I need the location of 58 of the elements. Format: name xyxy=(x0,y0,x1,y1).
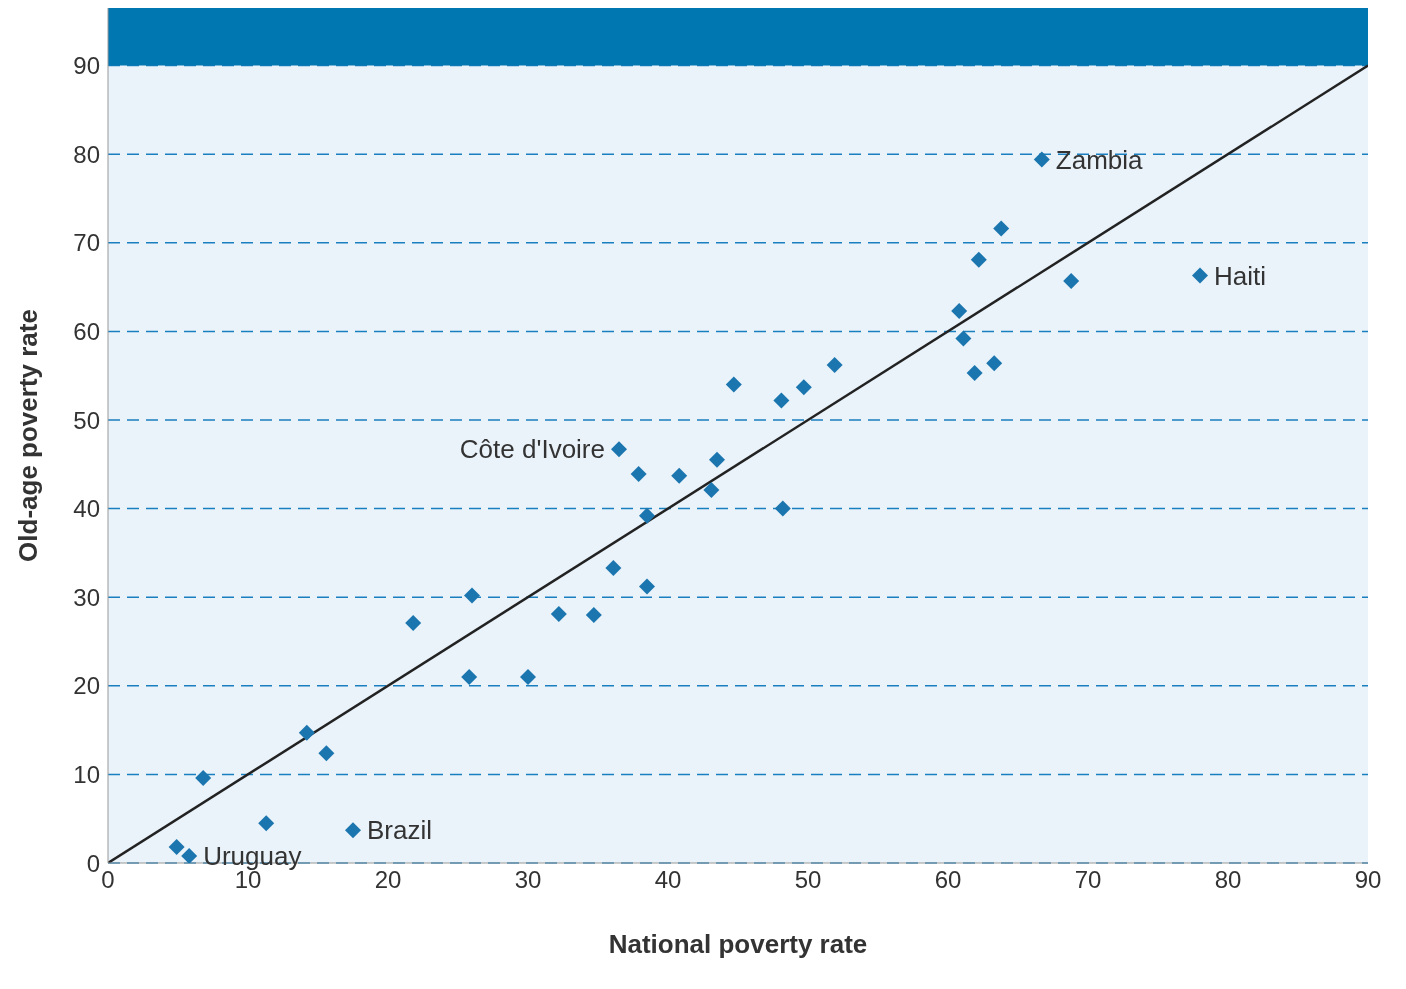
point xyxy=(520,668,536,685)
annotation: Côte d'Ivoire xyxy=(459,434,605,465)
point xyxy=(993,220,1010,237)
point xyxy=(966,365,983,382)
point xyxy=(181,847,198,863)
annotation: Haiti xyxy=(1214,260,1267,291)
point xyxy=(585,606,602,623)
x-tick-label: 20 xyxy=(374,866,402,894)
point xyxy=(970,251,987,268)
y-axis-title: Old-age poverty rate xyxy=(13,309,44,562)
x-tick-label: 30 xyxy=(514,866,542,894)
point xyxy=(639,578,655,595)
x-tick-label: 90 xyxy=(1354,866,1382,894)
y-tick-label: 70 xyxy=(73,229,100,257)
point xyxy=(773,392,790,409)
point xyxy=(298,724,315,741)
point xyxy=(671,467,688,484)
point xyxy=(168,839,185,856)
x-tick-label: 70 xyxy=(1074,866,1102,894)
point xyxy=(986,355,1003,372)
y-tick-label: 40 xyxy=(73,495,100,523)
annotation: Brazil xyxy=(367,815,433,846)
point xyxy=(951,303,968,320)
point xyxy=(318,745,335,762)
y-tick-label: 50 xyxy=(73,406,100,434)
point xyxy=(774,500,791,517)
point xyxy=(405,614,422,631)
x-tick-label: 60 xyxy=(934,866,962,894)
point xyxy=(1192,267,1208,284)
point xyxy=(709,451,725,468)
point xyxy=(630,466,647,483)
point xyxy=(795,379,812,396)
point xyxy=(550,606,567,623)
x-tick-label: 50 xyxy=(794,866,822,894)
point xyxy=(639,507,655,524)
x-tick-label: 40 xyxy=(654,866,682,894)
y-tick-label: 60 xyxy=(73,317,100,345)
y-tick-label: 30 xyxy=(73,583,100,611)
point xyxy=(955,330,972,347)
y-tick-label: 20 xyxy=(73,672,100,700)
point xyxy=(725,376,742,393)
y-tick-label: 90 xyxy=(73,52,100,80)
y-tick-label: 10 xyxy=(73,760,100,788)
x-axis-title: National poverty rate xyxy=(608,929,868,959)
point xyxy=(461,668,478,685)
point xyxy=(1063,272,1080,289)
point xyxy=(611,441,627,458)
x-tick-label: 80 xyxy=(1214,866,1242,894)
point xyxy=(258,815,275,832)
point xyxy=(464,587,480,604)
y-tick-label: 0 xyxy=(86,849,100,877)
point xyxy=(345,822,361,839)
point xyxy=(1033,151,1050,168)
point xyxy=(195,769,212,786)
point xyxy=(703,481,720,498)
point xyxy=(605,559,622,576)
y-tick-label: 80 xyxy=(73,140,100,168)
point xyxy=(826,357,843,374)
